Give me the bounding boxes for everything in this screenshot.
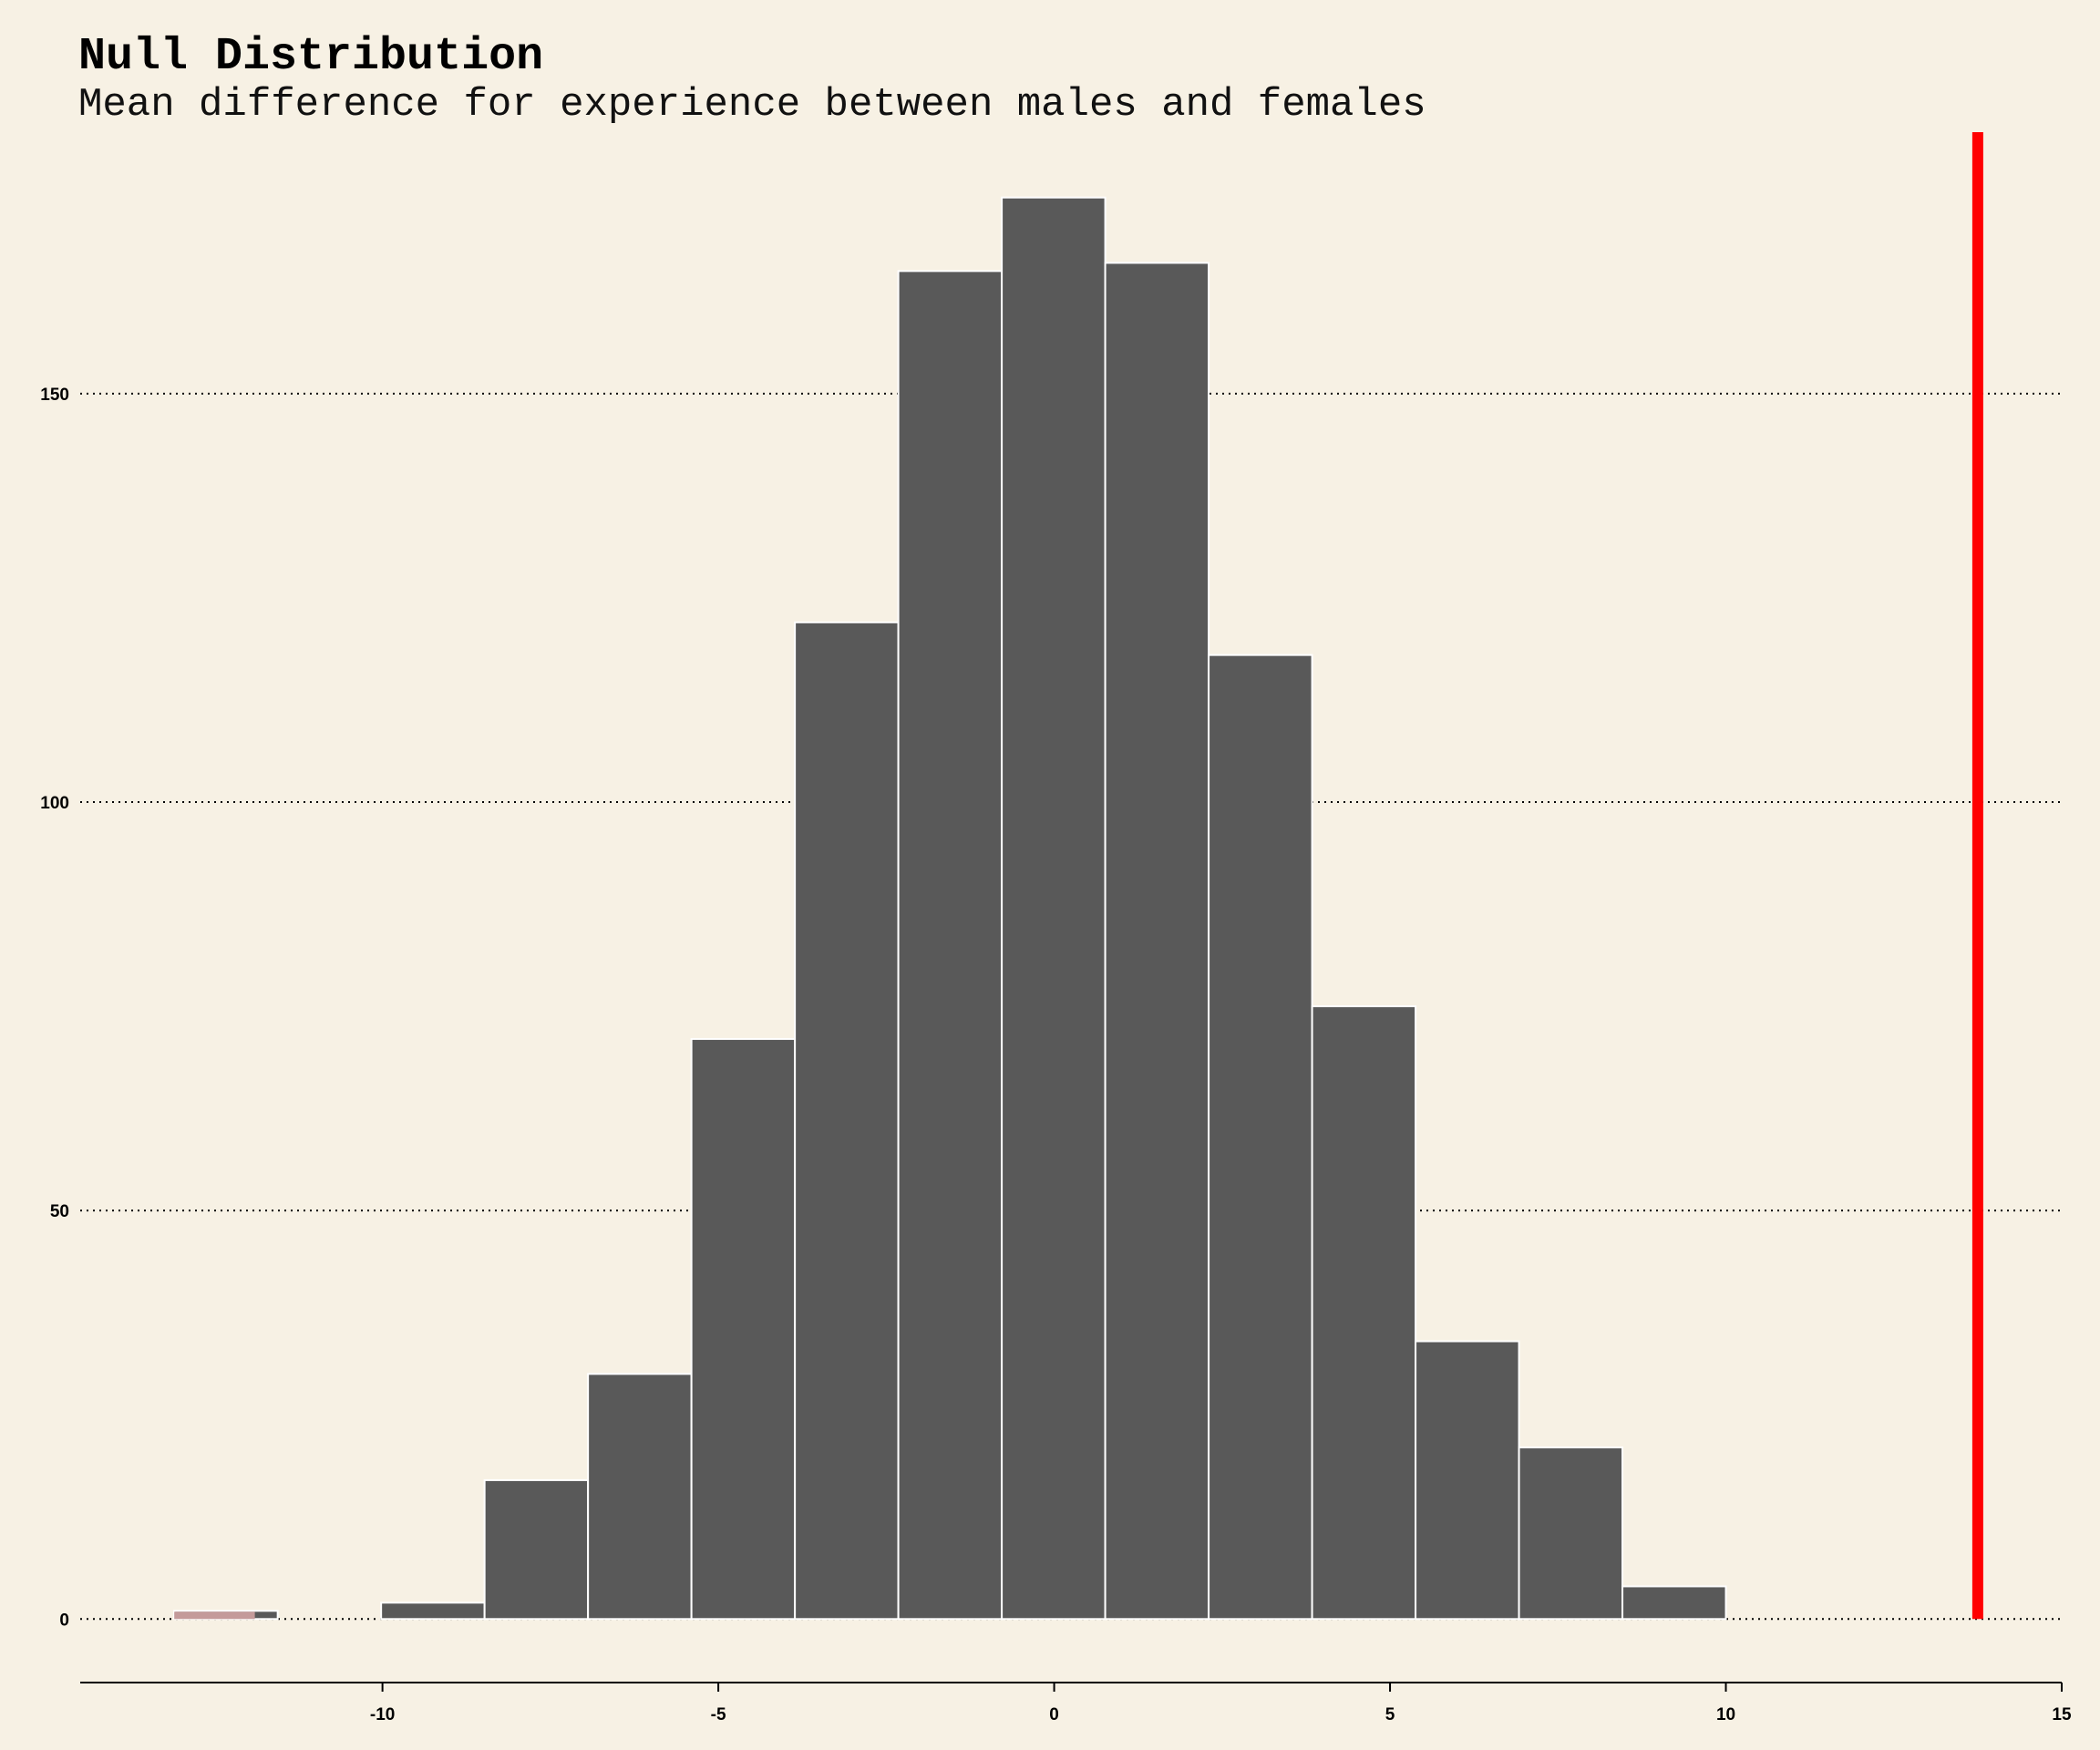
markers: [174, 132, 1983, 1620]
x-tick-label: -10: [370, 1705, 395, 1724]
histogram-bar: [380, 1601, 486, 1621]
histogram-bar: [1518, 1446, 1624, 1621]
y-tick-label: 50: [50, 1202, 69, 1221]
chart-subtitle: Mean difference for experience between m…: [78, 82, 1426, 128]
histogram-bar: [690, 1037, 797, 1621]
x-tick-label: 15: [2052, 1705, 2072, 1724]
histogram-bar: [794, 621, 900, 1621]
histogram-bar: [1415, 1340, 1520, 1621]
shaded-region: [174, 1611, 255, 1620]
histogram-bar: [897, 270, 1004, 1621]
histogram-bar: [587, 1373, 693, 1621]
x-tick-label: 10: [1716, 1705, 1735, 1724]
histogram-bar: [1311, 1005, 1417, 1621]
axes: 0 50 100 150 -10 -5 0 5 10 15: [40, 386, 2072, 1724]
histogram-bars: [173, 196, 1727, 1621]
histogram-bar: [483, 1478, 590, 1621]
y-tick-label: 0: [59, 1611, 69, 1630]
x-tick-label: 0: [1049, 1705, 1059, 1724]
y-tick-label: 150: [40, 386, 69, 405]
y-tick-label: 100: [40, 794, 69, 813]
x-tick-label: 5: [1385, 1705, 1395, 1724]
histogram-bar: [1104, 262, 1210, 1621]
histogram-bar: [1621, 1585, 1727, 1621]
x-tick-label: -5: [711, 1705, 726, 1724]
histogram-bar: [1001, 196, 1107, 1621]
histogram-bar: [1208, 654, 1313, 1621]
chart-title: Null Distribution: [78, 31, 543, 83]
